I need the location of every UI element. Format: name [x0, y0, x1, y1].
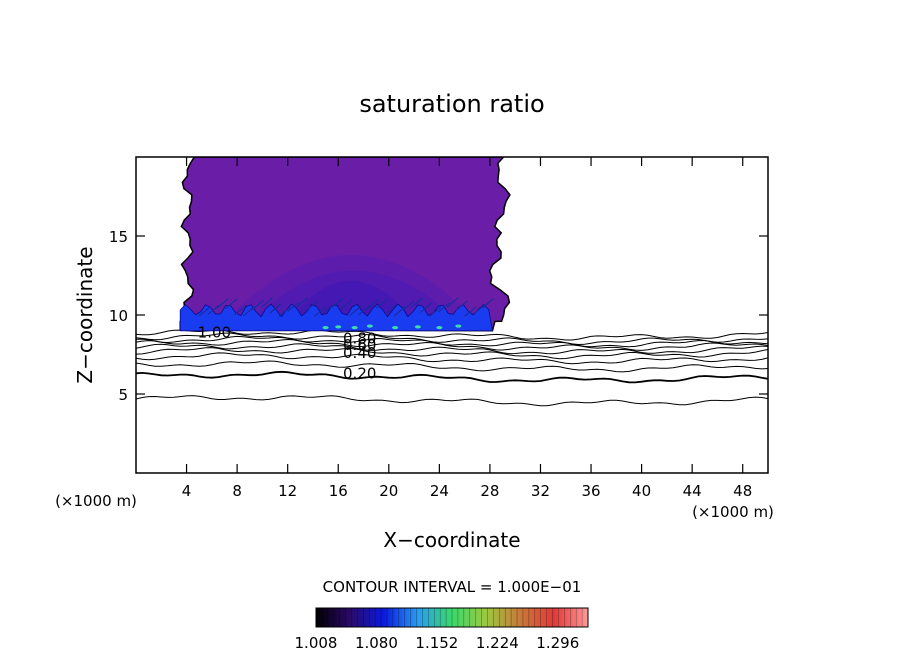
- plume-base-band: [179, 303, 493, 332]
- x-axis-ticks: 4 8 12 16 20 24 28 32 36 40 44 48: [182, 157, 752, 500]
- contour-line: [136, 343, 768, 355]
- plume-streak: [437, 302, 450, 313]
- contour-line: [136, 370, 768, 384]
- plume-streak: [251, 299, 265, 311]
- contour-line: [136, 332, 768, 346]
- contour-line: [136, 360, 768, 373]
- colorbar-frame: [315, 607, 589, 628]
- plume-streak: [366, 298, 380, 310]
- x-tick-label: 36: [581, 482, 600, 500]
- plume-streak: [243, 305, 256, 317]
- x-tick-label: 8: [232, 482, 242, 500]
- plume-streak: [481, 297, 495, 309]
- plume-streak: [358, 305, 371, 316]
- x-tick-label: 12: [278, 482, 297, 500]
- contour-label: 0.80: [343, 330, 376, 348]
- plume-streak: [287, 301, 300, 312]
- plume-streak: [313, 306, 326, 317]
- contour-line: [136, 347, 768, 360]
- plume-dot: [335, 325, 342, 329]
- colorbar-stripes: [315, 608, 589, 627]
- x-tick-label: 40: [632, 482, 651, 500]
- colorbar-tick-label: 1.008: [295, 634, 338, 652]
- colorbar-tick-label: 1.152: [415, 634, 458, 652]
- plume-dot: [366, 324, 373, 328]
- plume-streak: [420, 302, 433, 313]
- y-axis-label: Z−coordinate: [73, 246, 97, 383]
- contour-line: [136, 335, 768, 348]
- plume-streak: [446, 297, 459, 308]
- contour-interval-text: CONTOUR INTERVAL = 1.000E−01: [323, 578, 582, 596]
- plume-streak: [473, 304, 486, 315]
- contour-line: [136, 329, 768, 341]
- contour-label: 0.60: [343, 336, 376, 354]
- plume-streak: [375, 298, 388, 309]
- plume-streak: [455, 300, 468, 312]
- x-tick-label: 48: [733, 482, 752, 500]
- plume-streak: [269, 303, 282, 314]
- colorbar: 1.008 1.080 1.152 1.224 1.296: [295, 607, 589, 652]
- contour-label: 1.00: [198, 323, 231, 341]
- plume-dot: [455, 324, 462, 328]
- plume-streak: [349, 305, 362, 317]
- plume-streak: [428, 306, 442, 318]
- colorbar-tick-labels: 1.008 1.080 1.152 1.224 1.296: [295, 634, 580, 652]
- contour-label: 0.20: [343, 364, 376, 382]
- x-tick-label: 16: [329, 482, 348, 500]
- contour-line: [136, 395, 768, 407]
- plume-dot: [392, 326, 399, 330]
- plume-streak: [260, 297, 273, 308]
- plume-streak: [225, 298, 238, 309]
- plume-streak: [331, 297, 344, 309]
- plume-streak: [402, 300, 415, 311]
- x-tick-label: 20: [379, 482, 398, 500]
- plume-streak: [411, 297, 424, 308]
- plume-streak: [207, 304, 220, 315]
- colorbar-tick-label: 1.296: [536, 634, 579, 652]
- plume-streak: [464, 306, 477, 317]
- chart-title: saturation ratio: [359, 90, 544, 118]
- plume-dot: [351, 326, 358, 330]
- plume-dot: [436, 326, 443, 330]
- plume-streak: [296, 297, 309, 308]
- contour-label: 0.40: [343, 344, 376, 362]
- plume-streak: [198, 306, 211, 317]
- plume-dot: [322, 326, 329, 330]
- y-tick-label: 10: [109, 307, 128, 325]
- contour-lines: [136, 329, 768, 407]
- plume-streak: [322, 303, 335, 314]
- plume-streak: [234, 304, 247, 316]
- x-axis-label: X−coordinate: [383, 528, 520, 552]
- x-tick-label: 4: [182, 482, 192, 500]
- contour-labels: 1.00 0.800.600.40 0.20: [198, 323, 377, 382]
- y-tick-label: 5: [118, 386, 128, 404]
- x-tick-label: 24: [430, 482, 449, 500]
- plume-streak: [304, 301, 318, 312]
- y-tick-label: 15: [109, 228, 128, 246]
- plume-streak: [340, 299, 353, 310]
- plume-streak: [278, 306, 291, 317]
- plume-streak: [393, 306, 406, 317]
- x-tick-label: 28: [480, 482, 499, 500]
- x-tick-label: 44: [683, 482, 702, 500]
- colorbar-tick-label: 1.080: [355, 634, 398, 652]
- x-tick-label: 32: [531, 482, 550, 500]
- contour-line: [136, 338, 768, 351]
- y-axis-ticks: 5 10 15: [109, 228, 768, 404]
- plume-streak: [216, 298, 229, 309]
- x-unit-left: (×1000 m): [55, 492, 137, 510]
- plume-streak: [384, 304, 397, 315]
- plume-dot: [414, 325, 421, 329]
- contour-line: [136, 352, 768, 365]
- supersaturated-plume: [179, 157, 511, 332]
- colorbar-tick-label: 1.224: [476, 634, 519, 652]
- x-unit-right: (×1000 m): [692, 503, 774, 521]
